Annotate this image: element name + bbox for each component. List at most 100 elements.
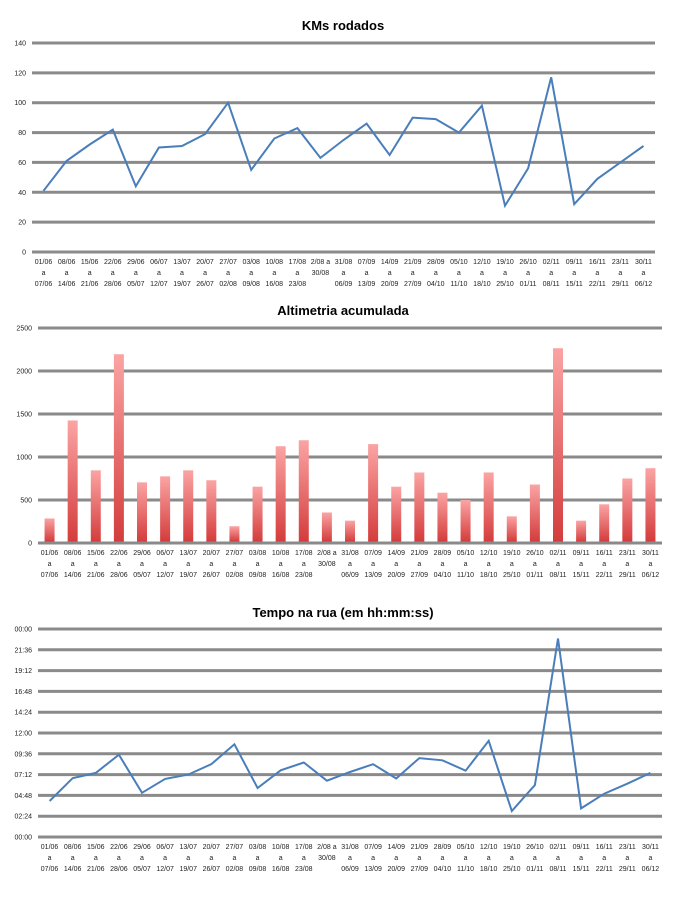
x-tick-label: a [203,270,207,277]
x-tick-label: 30/08 [318,561,336,568]
x-tick-label: a [157,270,161,277]
x-tick-label: a [487,855,491,862]
x-tick-label: 14/09 [387,844,405,851]
x-tick-label: 28/09 [434,550,452,557]
x-tick-label: 06/07 [150,259,168,266]
bar [345,520,355,542]
x-tick-label: 06/07 [156,844,174,851]
x-tick-label: a [572,270,576,277]
x-tick-label: 13/07 [173,259,191,266]
x-tick-label: 12/07 [156,572,174,579]
bar [529,484,540,542]
x-tick-label: 20/07 [196,259,214,266]
y-tick-label: 12:00 [14,731,32,738]
x-tick-label: 05/10 [457,550,475,557]
x-tick-label: 12/07 [150,281,168,288]
bar [113,354,124,542]
y-tick-label: 00:00 [14,835,32,842]
x-tick-label: 27/09 [411,572,429,579]
x-tick-label: 21/06 [81,281,99,288]
y-tick-label: 140 [14,41,26,48]
x-tick-label: a [94,855,98,862]
x-tick-label: 21/06 [87,866,105,873]
x-tick-label: a [411,270,415,277]
x-tick-label: a [394,855,398,862]
x-tick-label: 23/08 [295,866,313,873]
x-tick-label: a [348,855,352,862]
x-tick-label: 31/08 [341,844,359,851]
x-tick-label: a [579,855,583,862]
x-tick-label: 05/10 [450,259,468,266]
x-tick-label: 25/10 [503,572,521,579]
altimetria-chart: Altimetria acumulada 0 500 1000 1500 2000 250… [16,303,662,579]
y-tick-label: 500 [20,498,32,505]
x-tick-label: 20/09 [387,866,405,873]
x-tick-label: 09/11 [566,259,583,266]
x-tick-label: 07/06 [41,866,59,873]
x-tick-label: 02/11 [543,259,560,266]
x-tick-label: 12/07 [156,866,174,873]
x-tick-label: a [94,561,98,568]
y-tick-label: 02:24 [14,814,32,821]
x-tick-label: 21/06 [87,572,105,579]
y-tick-label: 120 [14,70,26,77]
x-tick-label: 28/09 [434,844,452,851]
x-tick-label: a [117,855,121,862]
bar [391,486,402,542]
x-tick-label: a [417,855,421,862]
x-tick-label: 15/06 [87,550,105,557]
x-tick-label: a [348,561,352,568]
bar [437,492,448,542]
bar [460,500,471,542]
y-tick-label: 80 [18,130,26,137]
x-tick-label: 09/11 [573,844,590,851]
x-tick-label: a [533,561,537,568]
bar [160,476,171,542]
x-tick-label: 06/07 [156,550,174,557]
x-tick-label: 04/10 [434,866,452,873]
series-line [42,77,645,209]
x-tick-label: 06/12 [642,866,660,873]
x-tick-label: 31/08 [341,550,359,557]
x-tick-label: a [480,270,484,277]
x-tick-label: 30/08 [318,855,336,862]
chart-title: Altimetria acumulada [277,303,409,318]
x-tick-label: 27/09 [404,281,422,288]
x-tick-label: a [464,561,468,568]
x-tick-label: a [440,855,444,862]
x-tick-label: a [388,270,392,277]
x-tick-label: a [279,561,283,568]
x-tick-label: a [526,270,530,277]
x-tick-label: 05/10 [457,844,475,851]
y-tick-label: 100 [14,100,26,107]
x-tick-label: 03/08 [249,550,267,557]
x-tick-label: 23/11 [619,550,636,557]
x-tick-label: 20/07 [203,844,221,851]
x-tick-label: 22/11 [596,572,613,579]
x-tick-label: 28/06 [110,572,128,579]
x-tick-label: 02/11 [550,844,567,851]
x-tick-label: 16/11 [596,844,613,851]
x-tick-label: 29/06 [133,844,151,851]
x-tick-label: 16/08 [266,281,284,288]
x-tick-label: 28/06 [104,281,122,288]
x-tick-label: a [549,270,553,277]
x-tick-label: 25/10 [496,281,514,288]
y-tick-label: 09:36 [14,751,32,758]
bar [275,446,286,542]
x-tick-label: a [556,855,560,862]
x-tick-label: 01/11 [526,866,543,873]
y-tick-label: 0 [28,541,32,548]
x-tick-label: a [648,855,652,862]
x-tick-label: 01/11 [526,572,543,579]
x-tick-label: a [180,270,184,277]
x-tick-label: 13/09 [358,281,376,288]
x-tick-label: 29/11 [619,866,636,873]
x-tick-label: 06/09 [341,572,359,579]
x-tick-label: 07/09 [358,259,376,266]
x-tick-label: 02/08 [219,281,237,288]
x-tick-label: a [302,855,306,862]
x-tick-label: a [648,561,652,568]
bar [321,512,332,542]
